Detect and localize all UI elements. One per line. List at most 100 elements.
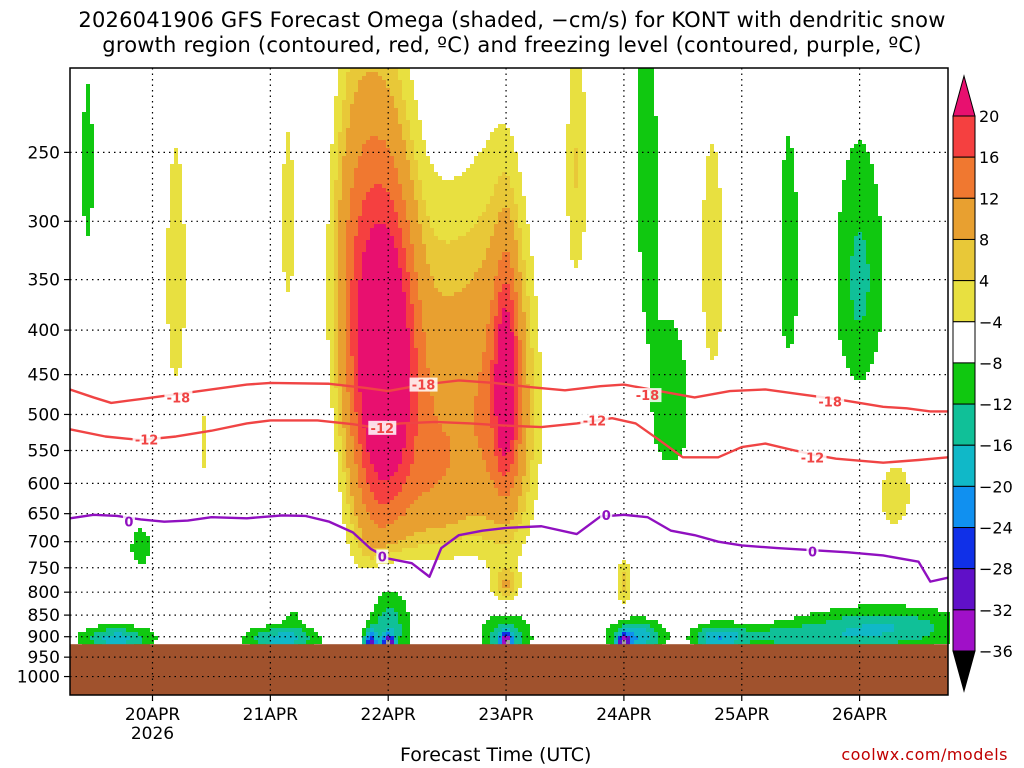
omega-cell <box>394 180 398 184</box>
omega-cell <box>450 256 454 260</box>
omega-cell <box>354 188 358 192</box>
omega-cell <box>470 272 474 276</box>
omega-cell <box>438 192 442 196</box>
omega-cell <box>338 168 342 172</box>
omega-cell <box>434 500 438 504</box>
omega-cell <box>398 124 402 128</box>
omega-cell <box>402 108 406 112</box>
omega-cell <box>174 156 178 160</box>
omega-cell <box>282 260 286 264</box>
omega-cell <box>390 180 394 184</box>
omega-cell <box>370 236 374 240</box>
omega-cell <box>366 264 370 268</box>
omega-cell <box>426 480 430 484</box>
omega-cell <box>354 428 358 432</box>
omega-cell <box>90 148 94 152</box>
omega-cell <box>466 188 470 192</box>
omega-cell <box>358 96 362 100</box>
omega-cell <box>382 72 386 76</box>
omega-cell <box>94 628 98 632</box>
omega-cell <box>338 356 342 360</box>
omega-cell <box>290 632 294 636</box>
omega-cell <box>382 136 386 140</box>
omega-cell <box>394 632 398 636</box>
omega-cell <box>482 236 486 240</box>
omega-cell <box>390 472 394 476</box>
omega-cell <box>254 640 258 644</box>
omega-cell <box>474 488 478 492</box>
omega-cell <box>402 492 406 496</box>
title-line-1: 2026041906 GFS Forecast Omega (shaded, −… <box>78 8 946 32</box>
omega-cell <box>178 220 182 224</box>
omega-cell <box>346 80 350 84</box>
omega-cell <box>438 300 442 304</box>
omega-cell <box>414 556 418 560</box>
omega-cell <box>398 268 402 272</box>
omega-cell <box>446 492 450 496</box>
omega-cell <box>342 112 346 116</box>
omega-cell <box>462 412 466 416</box>
omega-cell <box>450 220 454 224</box>
omega-cell <box>402 196 406 200</box>
omega-cell <box>430 200 434 204</box>
omega-cell <box>338 308 342 312</box>
omega-cell <box>466 200 470 204</box>
omega-cell <box>422 456 426 460</box>
omega-cell <box>374 492 378 496</box>
omega-cell <box>410 476 414 480</box>
omega-cell <box>386 344 390 348</box>
omega-cell <box>402 144 406 148</box>
omega-cell <box>406 532 410 536</box>
omega-cell <box>386 412 390 416</box>
omega-cell <box>174 332 178 336</box>
omega-cell <box>390 88 394 92</box>
omega-cell <box>350 444 354 448</box>
omega-cell <box>398 224 402 228</box>
omega-cell <box>342 440 346 444</box>
omega-cell <box>378 112 382 116</box>
omega-cell <box>374 68 378 72</box>
omega-cell <box>178 224 182 228</box>
omega-cell <box>270 628 274 632</box>
omega-cell <box>174 208 178 212</box>
omega-cell <box>374 200 378 204</box>
omega-cell <box>358 172 362 176</box>
omega-cell <box>466 432 470 436</box>
omega-cell <box>370 484 374 488</box>
omega-cell <box>370 196 374 200</box>
omega-cell <box>426 240 430 244</box>
omega-cell <box>178 216 182 220</box>
omega-cell <box>442 488 446 492</box>
omega-cell <box>430 400 434 404</box>
omega-cell <box>290 160 294 164</box>
omega-cell <box>350 352 354 356</box>
omega-cell <box>346 348 350 352</box>
omega-cell <box>458 360 462 364</box>
omega-cell <box>482 204 486 208</box>
omega-cell <box>386 592 390 596</box>
omega-cell <box>374 124 378 128</box>
omega-cell <box>442 360 446 364</box>
omega-cell <box>386 632 390 636</box>
omega-cell <box>178 192 182 196</box>
omega-cell <box>454 368 458 372</box>
omega-cell <box>90 196 94 200</box>
omega-cell <box>358 488 362 492</box>
omega-cell <box>474 548 478 552</box>
omega-cell <box>386 332 390 336</box>
omega-cell <box>414 172 418 176</box>
omega-cell <box>406 284 410 288</box>
omega-cell <box>462 404 466 408</box>
omega-cell <box>338 236 342 240</box>
omega-cell <box>438 232 442 236</box>
omega-cell <box>450 352 454 356</box>
omega-cell <box>370 476 374 480</box>
omega-cell <box>394 616 398 620</box>
omega-cell <box>370 104 374 108</box>
omega-cell <box>410 100 414 104</box>
omega-cell <box>430 172 434 176</box>
omega-cell <box>414 104 418 108</box>
omega-cell <box>466 536 470 540</box>
omega-cell <box>402 348 406 352</box>
omega-cell <box>378 360 382 364</box>
